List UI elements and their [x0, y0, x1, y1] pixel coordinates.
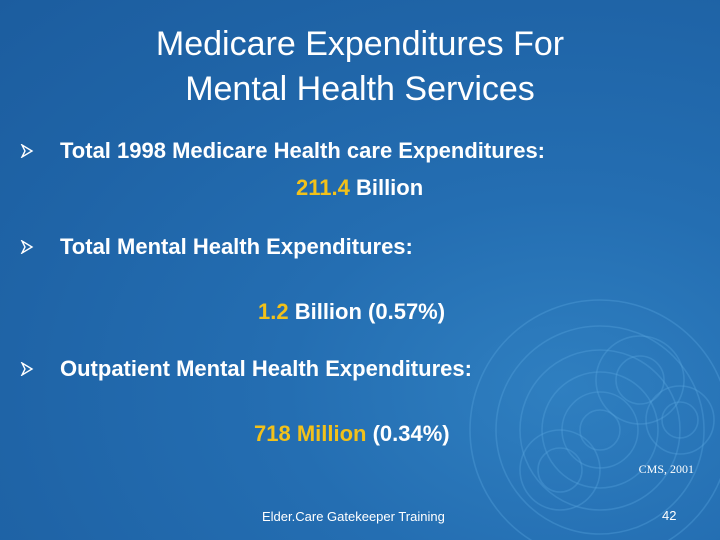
bullet-1-label: Total 1998 Medicare Health care Expendit… — [60, 138, 545, 163]
page-number: 42 — [662, 508, 677, 523]
bullet-1-unit: Billion — [349, 175, 424, 200]
arrowhead-bullet-icon — [20, 144, 34, 158]
arrowhead-bullet-icon — [20, 362, 34, 376]
bullet-1-amount: 211.4 — [296, 175, 350, 200]
footer-text: Elder.Care Gatekeeper Training — [262, 509, 445, 524]
title-line-1: Medicare Expenditures For — [155, 25, 565, 63]
bullet-2-amount: 1.2 — [258, 299, 289, 324]
bullet-3-unit: (0.34%) — [366, 421, 450, 446]
bullet-2-label: Total Mental Health Expenditures: — [60, 234, 413, 259]
source-citation: CMS, 2001 — [638, 462, 694, 476]
slide-title: Medicare Expenditures For Mental Health … — [60, 22, 660, 112]
bullet-3-value: 718 Million (0.34%) — [254, 421, 450, 447]
bullet-2-value: 1.2 Billion (0.57%) — [258, 299, 445, 325]
bullet-2-unit: Billion (0.57%) — [288, 299, 446, 324]
arrowhead-bullet-icon — [20, 240, 34, 254]
bullet-3-amount: 718 Million — [254, 421, 367, 446]
bullet-1-value: 211.4 Billion — [296, 175, 423, 201]
bullet-3-label: Outpatient Mental Health Expenditures: — [60, 356, 472, 381]
title-line-2: Mental Health Services — [185, 70, 535, 108]
